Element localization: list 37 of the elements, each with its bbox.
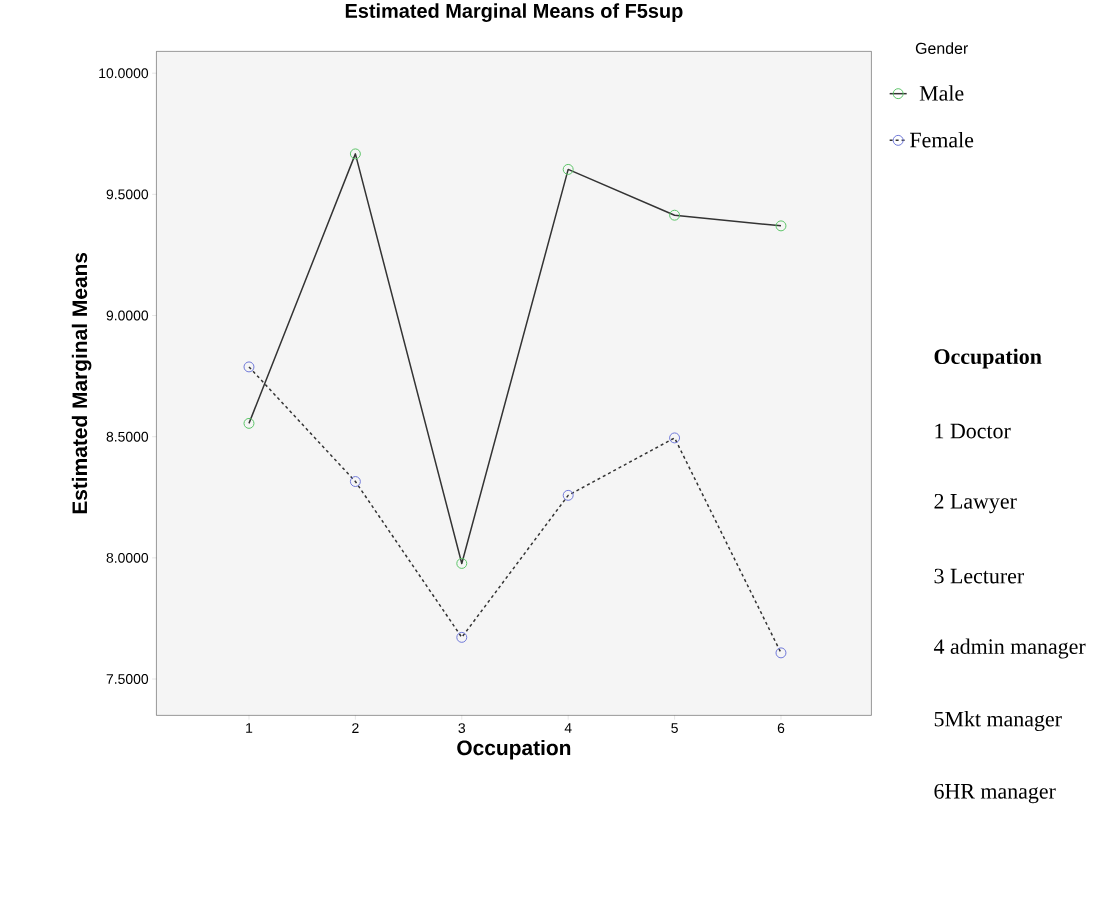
point	[349, 148, 361, 160]
legend-label: Female	[910, 132, 974, 148]
y-tick-label: 8.5000	[106, 431, 149, 442]
text: 5Mkt manager	[934, 711, 1062, 732]
x-tick-label: 2	[352, 723, 359, 734]
x-tick-label: 4	[564, 723, 572, 733]
point	[243, 418, 255, 430]
y-tick-label: 9.5000	[106, 189, 149, 200]
y-axis-title: Estimated Marginal Means	[71, 253, 92, 514]
x-axis-title: Occupation	[457, 740, 571, 760]
chart-title: Estimated Marginal Means of F5sup	[345, 3, 683, 23]
point	[456, 558, 468, 570]
y-tick-label: 9.0000	[106, 310, 149, 321]
point	[243, 361, 255, 373]
x-tick-label: 3	[458, 723, 466, 734]
point	[669, 209, 681, 221]
text: 6HR manager	[934, 784, 1056, 804]
point	[775, 647, 787, 659]
point	[456, 632, 468, 644]
y-tick-label: 8.0000	[106, 553, 149, 564]
text: 2 Lawyer	[934, 494, 1017, 514]
x-tick-label: 5	[671, 723, 678, 734]
point	[349, 476, 361, 488]
point	[562, 164, 574, 176]
point	[562, 490, 574, 502]
x-tick-label: 6	[777, 723, 785, 734]
text: Occupation	[934, 348, 1042, 369]
y-tick-label: 7.5000	[106, 674, 149, 685]
y-tick-label: 10.0000	[99, 68, 149, 79]
x-tick-label: 1	[246, 723, 253, 733]
text: 3 Lecturer	[934, 568, 1025, 584]
point	[775, 220, 787, 232]
text: 1 Doctor	[935, 423, 1011, 439]
text: 4 admin manager	[933, 638, 1086, 659]
legend-title: Gender	[915, 42, 968, 55]
point	[669, 432, 681, 444]
legend-label: Male	[919, 85, 964, 101]
